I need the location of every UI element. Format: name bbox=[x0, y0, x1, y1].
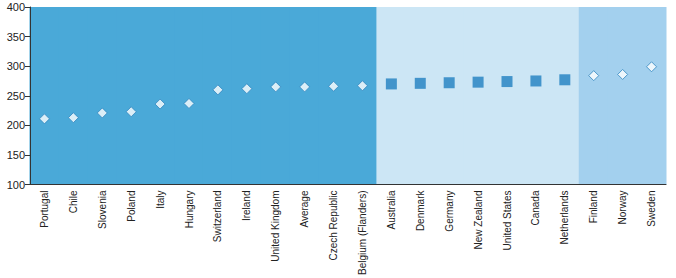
svg-text:Sweden: Sweden bbox=[646, 191, 657, 227]
svg-text:250: 250 bbox=[7, 90, 25, 102]
svg-text:Belgium (Flanders): Belgium (Flanders) bbox=[357, 191, 368, 275]
svg-text:United States: United States bbox=[502, 191, 513, 251]
svg-text:Norway: Norway bbox=[617, 191, 628, 225]
svg-text:Germany: Germany bbox=[444, 191, 455, 232]
svg-text:Netherlands: Netherlands bbox=[559, 191, 570, 245]
svg-text:400: 400 bbox=[7, 1, 25, 13]
svg-text:Ireland: Ireland bbox=[241, 191, 252, 222]
svg-text:Hungary: Hungary bbox=[184, 191, 195, 229]
svg-text:100: 100 bbox=[7, 179, 25, 191]
svg-text:Canada: Canada bbox=[530, 190, 541, 225]
svg-text:300: 300 bbox=[7, 60, 25, 72]
svg-text:Chile: Chile bbox=[68, 190, 79, 213]
svg-text:Finland: Finland bbox=[588, 191, 599, 224]
svg-text:Poland: Poland bbox=[126, 191, 137, 222]
svg-text:Australia: Australia bbox=[386, 190, 397, 229]
svg-text:Slovenia: Slovenia bbox=[97, 190, 108, 229]
svg-text:Portugal: Portugal bbox=[39, 191, 50, 228]
svg-text:200: 200 bbox=[7, 119, 25, 131]
svg-text:Average: Average bbox=[299, 190, 310, 228]
svg-text:Switzerland: Switzerland bbox=[212, 191, 223, 243]
svg-text:United Kingdom: United Kingdom bbox=[270, 191, 281, 262]
svg-text:New Zealand: New Zealand bbox=[473, 191, 484, 250]
svg-text:Italy: Italy bbox=[155, 191, 166, 209]
svg-text:350: 350 bbox=[7, 31, 25, 43]
svg-text:Czech Republic: Czech Republic bbox=[328, 191, 339, 261]
svg-text:150: 150 bbox=[7, 149, 25, 161]
svg-text:Denmark: Denmark bbox=[415, 190, 426, 232]
